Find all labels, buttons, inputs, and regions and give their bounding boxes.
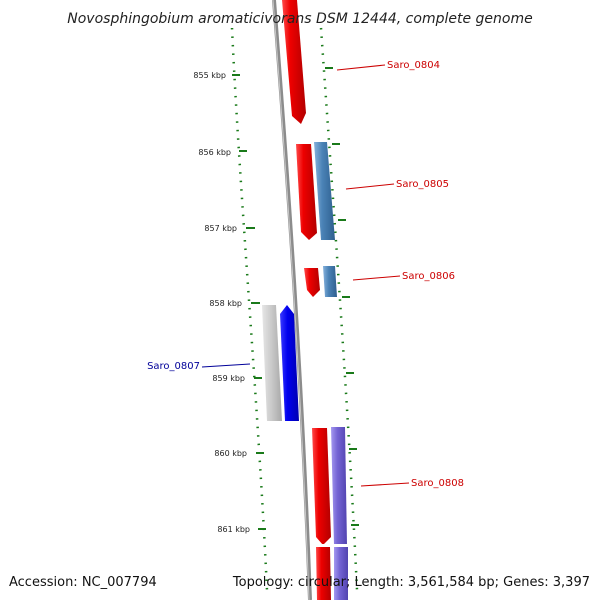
tick-label-858: 858 kbp bbox=[209, 299, 242, 308]
feature-saro-0805-red[interactable] bbox=[296, 144, 317, 240]
feature-next-purple[interactable] bbox=[334, 547, 348, 600]
feature-saro-0804[interactable] bbox=[282, 0, 306, 124]
connector-saro-0804 bbox=[336, 64, 386, 71]
tick-label-861: 861 kbp bbox=[217, 525, 250, 534]
label-saro-0808[interactable]: Saro_0808 bbox=[411, 478, 464, 489]
feature-saro-0807-grey[interactable] bbox=[262, 305, 282, 421]
left-ruler-track bbox=[230, 27, 269, 591]
connector-saro-0808 bbox=[360, 482, 410, 487]
tick-label-859: 859 kbp bbox=[212, 374, 245, 383]
feature-saro-0807-blue[interactable] bbox=[280, 305, 299, 421]
genome-summary-text: Topology: circular; Length: 3,561,584 bp… bbox=[232, 575, 590, 590]
label-saro-0807[interactable]: Saro_0807 bbox=[147, 361, 200, 372]
gene-labels: Saro_0804 Saro_0805 Saro_0806 Saro_0807 … bbox=[147, 60, 464, 489]
gene-features bbox=[262, 0, 350, 600]
feature-saro-0808-purple[interactable] bbox=[331, 427, 347, 545]
label-saro-0804[interactable]: Saro_0804 bbox=[387, 60, 440, 71]
feature-saro-0806-red[interactable] bbox=[304, 268, 320, 297]
connector-saro-0806 bbox=[352, 275, 401, 281]
label-saro-0806[interactable]: Saro_0806 bbox=[402, 271, 455, 282]
tick-label-860: 860 kbp bbox=[214, 449, 247, 458]
map-title: Novosphingobium aromaticivorans DSM 1244… bbox=[67, 11, 532, 27]
genome-backbone bbox=[272, 0, 312, 600]
accession-text: Accession: NC_007794 bbox=[9, 575, 157, 590]
feature-saro-0808-red[interactable] bbox=[312, 428, 331, 545]
label-saro-0805[interactable]: Saro_0805 bbox=[396, 179, 449, 190]
tick-label-857: 857 kbp bbox=[204, 224, 237, 233]
feature-next-red[interactable] bbox=[316, 547, 331, 600]
feature-saro-0805-blue[interactable] bbox=[314, 142, 335, 240]
connector-saro-0805 bbox=[345, 183, 395, 190]
feature-saro-0806-blue[interactable] bbox=[323, 266, 337, 297]
tick-label-855: 855 kbp bbox=[193, 71, 226, 80]
tick-label-856: 856 kbp bbox=[198, 148, 231, 157]
genome-backbone-highlight bbox=[272, 0, 310, 600]
connector-saro-0807 bbox=[201, 363, 251, 368]
ruler-ticks bbox=[232, 67, 359, 530]
ruler-tick-labels: 855 kbp 856 kbp 857 kbp 858 kbp 859 kbp … bbox=[193, 71, 250, 534]
label-connectors bbox=[201, 64, 410, 487]
